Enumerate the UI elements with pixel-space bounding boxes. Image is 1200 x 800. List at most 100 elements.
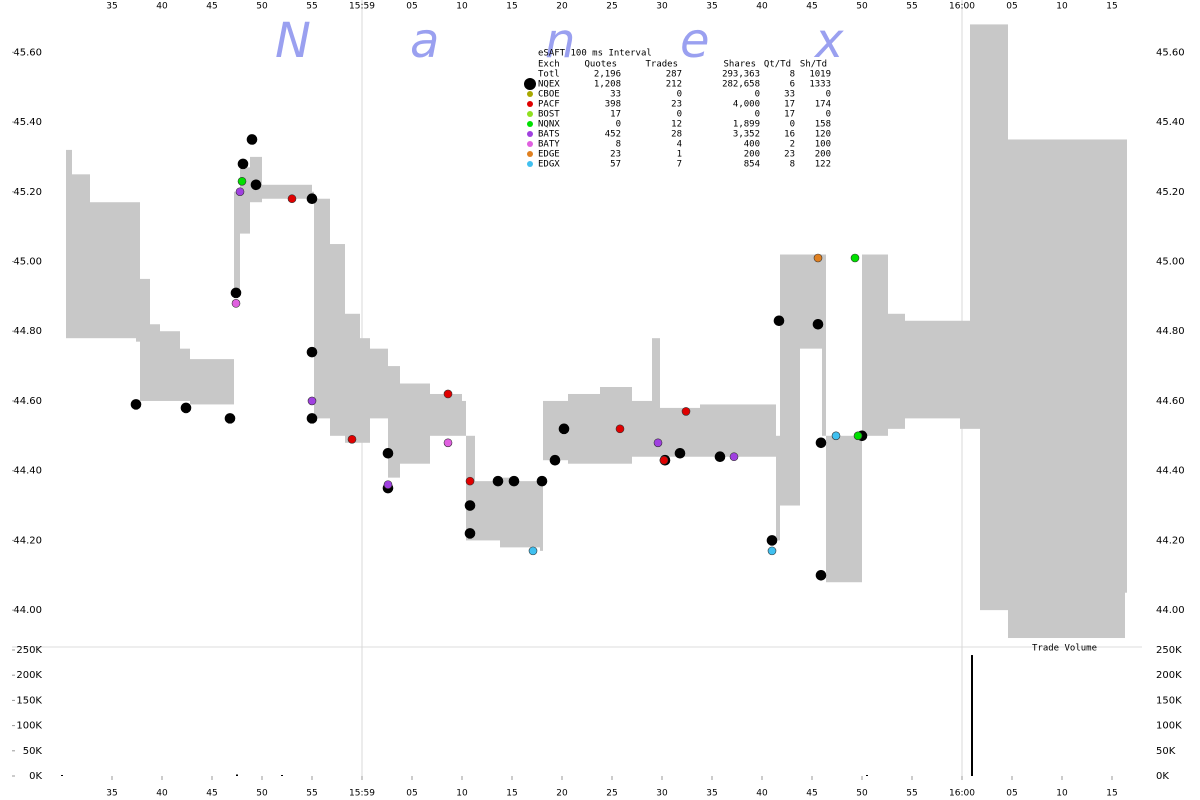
- trade-marker: [306, 413, 318, 424]
- y-tick-label: 44.60: [13, 396, 42, 407]
- x-tick-label: 50: [856, 2, 868, 12]
- nbbo-band: [960, 320, 970, 429]
- legend-cell: 1: [677, 150, 682, 160]
- nbbo-band: [632, 400, 652, 457]
- nbbo-band: [1125, 139, 1127, 593]
- legend-cell: Totl: [538, 70, 560, 80]
- y-tick-label: 44.40: [1156, 466, 1185, 477]
- legend-cell: PACF: [538, 100, 560, 110]
- nbbo-band: [515, 481, 540, 548]
- legend-cell: 0: [826, 110, 831, 120]
- legend-cell: 0: [826, 90, 831, 100]
- legend-header: Qt/Td: [764, 60, 791, 70]
- x-tick-label: 45: [206, 2, 217, 12]
- x-tick-label: 50: [256, 2, 268, 12]
- trade-marker: [383, 480, 393, 489]
- trade-marker: [674, 447, 686, 459]
- trade-marker: [443, 389, 453, 399]
- trade-marker: [287, 194, 297, 204]
- legend-marker: [527, 131, 533, 137]
- x-tick-label: 35: [706, 2, 717, 12]
- legend-cell: 0: [677, 110, 682, 120]
- x-tick-label: 55: [306, 2, 317, 12]
- nbbo-band: [780, 254, 800, 506]
- nbbo-band: [840, 435, 862, 583]
- trade-marker: [237, 158, 249, 170]
- trade-marker: [831, 431, 841, 441]
- legend-cell: 452: [605, 130, 621, 140]
- nbbo-band: [370, 348, 388, 419]
- nbbo-band: [388, 366, 400, 478]
- legend-marker: [527, 91, 533, 97]
- trade-marker: [237, 176, 247, 186]
- legend-cell: 854: [744, 160, 760, 170]
- legend-cell: 200: [815, 150, 831, 160]
- volume-label: Trade Volume: [1032, 644, 1097, 654]
- legend-cell: 0: [755, 90, 760, 100]
- volume-tick-label: 250K: [1156, 645, 1182, 656]
- legend-cell: 2: [790, 140, 795, 150]
- nbbo-band: [905, 320, 960, 419]
- y-tick-label: 45.60: [13, 47, 42, 58]
- nbbo-band: [90, 202, 136, 339]
- y-tick-label: 45.60: [1156, 47, 1185, 58]
- trade-marker: [767, 546, 777, 556]
- x-tick-label: 15:59: [349, 2, 375, 12]
- trade-marker: [130, 399, 142, 410]
- trade-marker: [347, 434, 357, 444]
- x-tick-label: 25: [606, 2, 617, 12]
- y-tick-label: 44.20: [13, 535, 42, 546]
- trade-marker: [231, 299, 241, 308]
- legend-cell: 122: [815, 160, 831, 170]
- y-tick-label: 45.40: [1156, 117, 1185, 128]
- legend-cell: 282,658: [722, 80, 760, 90]
- x-tick-label: 50: [256, 789, 268, 799]
- nbbo-band: [1108, 139, 1125, 639]
- legend-marker: [527, 111, 533, 117]
- volume-tick-label: 150K: [1156, 695, 1182, 706]
- volume-bar: [866, 774, 868, 776]
- legend-cell: 57: [610, 160, 621, 170]
- nbbo-band: [475, 481, 500, 541]
- x-tick-label: 55: [906, 2, 917, 12]
- volume-tick-label: 50K: [1156, 746, 1176, 757]
- nbbo-band: [700, 404, 772, 457]
- legend-cell: 8: [790, 70, 795, 80]
- x-tick-label: 40: [756, 789, 768, 799]
- volume-tick-label: 100K: [16, 721, 42, 732]
- nbbo-band: [136, 202, 140, 342]
- legend-cell: BATS: [538, 130, 560, 140]
- nbbo-band: [360, 338, 370, 443]
- legend-cell: 0: [755, 110, 760, 120]
- volume-tick-label: 0K: [1156, 771, 1169, 782]
- nbbo-band: [540, 477, 543, 551]
- legend-cell: 200: [744, 150, 760, 160]
- volume-tick-label: 250K: [16, 645, 42, 656]
- legend-cell: 174: [815, 100, 831, 110]
- legend-cell: 17: [784, 100, 795, 110]
- trade-marker: [306, 193, 318, 205]
- trade-marker: [850, 253, 860, 263]
- nbbo-band: [600, 387, 632, 464]
- legend-header: Shares: [723, 60, 756, 70]
- x-tick-label: 30: [656, 789, 668, 799]
- y-tick-label: 44.00: [13, 605, 42, 616]
- nbbo-band: [822, 254, 826, 436]
- legend-cell: 7: [677, 160, 682, 170]
- x-tick-label: 15:59: [349, 789, 375, 799]
- volume-tick-label: 100K: [1156, 721, 1182, 732]
- trade-marker: [536, 475, 548, 487]
- legend-cell: 287: [666, 70, 682, 80]
- trade-marker: [250, 179, 262, 191]
- legend-cell: 17: [610, 110, 621, 120]
- y-tick-label: 45.20: [13, 187, 42, 198]
- y-tick-label: 45.00: [13, 256, 42, 267]
- legend-cell: 0: [677, 90, 682, 100]
- legend-header: Sh/Td: [800, 60, 827, 70]
- legend-header: Trades: [645, 60, 678, 70]
- nbbo-band: [800, 254, 822, 349]
- x-tick-label: 15: [506, 789, 517, 799]
- legend-cell: 400: [744, 140, 760, 150]
- legend-cell: 33: [784, 90, 795, 100]
- legend-cell: 293,363: [722, 70, 760, 80]
